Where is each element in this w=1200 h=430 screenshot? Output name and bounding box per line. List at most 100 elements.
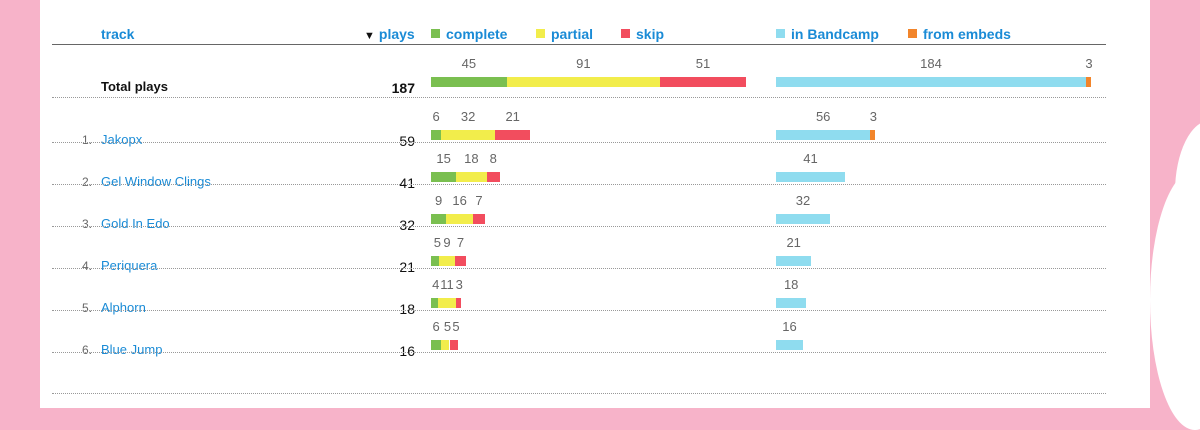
data-label: 15 (436, 151, 451, 166)
legend-label: complete (446, 26, 508, 42)
bar-in-bandcamp (776, 298, 807, 308)
bar-skip (449, 340, 458, 350)
data-label: 56 (815, 109, 831, 124)
bar-partial (439, 256, 455, 266)
data-label: 5 (443, 319, 452, 334)
column-header-track[interactable]: track (101, 26, 135, 42)
bar-skip (456, 298, 462, 308)
track-rank: 4. (81, 259, 92, 273)
legend-swatch (621, 29, 630, 38)
bar-in-bandcamp (776, 340, 803, 350)
legend-label: partial (551, 26, 594, 42)
row-divider (52, 142, 1106, 143)
bar-complete (431, 340, 442, 350)
row-divider (52, 393, 1106, 394)
play-count: 41 (399, 175, 415, 191)
row-divider (52, 268, 1106, 269)
track-title-link[interactable]: Periquera (101, 258, 158, 273)
row-divider (52, 184, 1106, 185)
bar-partial (456, 172, 487, 182)
legend-swatch (431, 29, 440, 38)
bar-complete (431, 172, 457, 182)
triangle-down-icon: ▼ (364, 30, 375, 42)
bar-in-bandcamp (776, 77, 1086, 87)
bar-partial (437, 298, 457, 308)
play-count: 21 (399, 259, 415, 275)
data-label: 6 (432, 319, 440, 334)
row-divider (52, 97, 1106, 98)
bar-partial (506, 77, 661, 87)
data-label: 5 (452, 319, 460, 334)
bar-skip (486, 172, 501, 182)
row-divider (52, 226, 1106, 227)
data-label: 21 (786, 235, 801, 250)
bar-complete (431, 214, 447, 224)
data-label: 7 (456, 235, 465, 250)
play-count: 18 (399, 301, 415, 317)
legend-swatch (908, 29, 917, 38)
track-title-link[interactable]: Alphorn (101, 300, 146, 315)
data-label: 6 (432, 109, 440, 124)
column-header-plays[interactable]: ▼ plays (364, 26, 415, 42)
legend-partial: partial (536, 25, 593, 43)
data-label: 16 (452, 193, 467, 208)
data-label: 45 (461, 56, 477, 71)
data-label: 32 (460, 109, 476, 124)
legend-swatch (536, 29, 545, 38)
track-title-link[interactable]: Blue Jump (101, 342, 163, 357)
data-label: 8 (489, 151, 497, 166)
legend-complete: complete (431, 25, 507, 43)
data-label: 18 (783, 277, 799, 292)
bar-partial (441, 340, 450, 350)
play-count: 59 (399, 133, 415, 149)
track-rank: 5. (81, 301, 92, 315)
track-title-link[interactable]: Gold In Edo (101, 216, 170, 231)
legend-label: skip (636, 26, 665, 42)
legend-swatch (776, 29, 785, 38)
bar-in-bandcamp (776, 130, 871, 140)
track-rank: 6. (81, 343, 92, 357)
play-count: 187 (391, 80, 415, 96)
data-label: 9 (443, 235, 451, 250)
bar-partial (441, 130, 495, 140)
bar-complete (431, 298, 438, 308)
legend-label: in Bandcamp (791, 26, 879, 42)
data-label: 3 (869, 109, 877, 124)
data-label: 184 (920, 56, 942, 71)
bar-skip (473, 214, 485, 224)
data-label: 3 (455, 277, 463, 292)
legend-skip: skip (621, 25, 664, 43)
bar-skip (454, 256, 467, 266)
track-title-link[interactable]: Gel Window Clings (101, 174, 211, 189)
bar-skip (660, 77, 746, 87)
legend-embeds: from embeds (908, 25, 1011, 43)
bar-partial (446, 214, 474, 224)
play-count: 16 (399, 343, 415, 359)
data-label: 21 (505, 109, 520, 124)
data-label: 32 (795, 193, 811, 208)
bar-complete (431, 256, 440, 266)
bar-in-bandcamp (776, 214, 830, 224)
data-label: 16 (782, 319, 797, 334)
data-label: 9 (434, 193, 443, 208)
data-label: 11 (440, 277, 454, 292)
legend-label: from embeds (923, 26, 1011, 42)
data-label: 51 (695, 56, 711, 71)
bar-complete (431, 130, 442, 140)
stats-panel (40, 0, 1150, 408)
data-label: 7 (475, 193, 483, 208)
bar-skip (495, 130, 531, 140)
header-rule (52, 44, 1106, 45)
bar-in-bandcamp (776, 172, 846, 182)
track-title-link[interactable]: Jakopx (101, 132, 143, 147)
data-label: 3 (1085, 56, 1093, 71)
bar-from-embeds (1085, 77, 1091, 87)
track-rank: 1. (81, 133, 92, 147)
bar-complete (431, 77, 507, 87)
track-rank: 3. (81, 217, 92, 231)
data-label: 41 (803, 151, 818, 166)
row-divider (52, 352, 1106, 353)
legend-bandcamp: in Bandcamp (776, 25, 879, 43)
data-label: 91 (576, 56, 591, 71)
bar-from-embeds (870, 130, 876, 140)
